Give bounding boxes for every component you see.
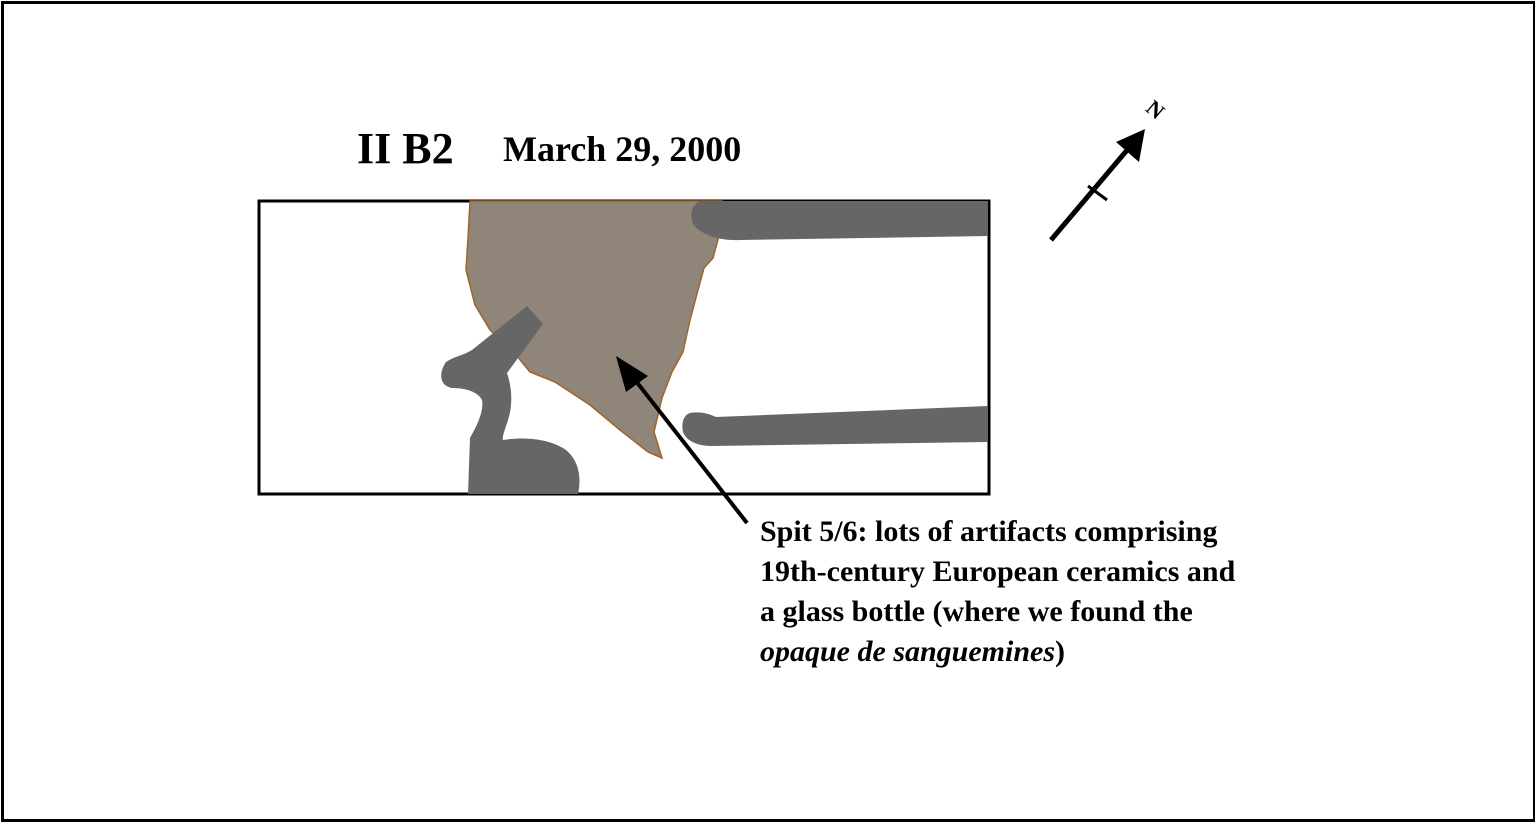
date-label: March 29, 2000	[503, 129, 741, 169]
root-upper-right	[691, 201, 988, 241]
soil-feature	[465, 200, 723, 460]
root-lower-right	[682, 406, 988, 446]
root-lower-left	[441, 306, 580, 494]
annotation-italic-term: opaque de sanguemines	[760, 635, 1056, 668]
pointer-line	[626, 369, 749, 525]
annotation-closing-paren: )	[1055, 635, 1066, 668]
spit-annotation: Spit 5/6: lots of artifacts comprising 1…	[760, 512, 1360, 672]
annotation-line-1: Spit 5/6: lots of artifacts comprising	[760, 515, 1218, 548]
pointer-arrowhead	[616, 356, 648, 392]
annotation-line-4: opaque de sanguemines)	[760, 632, 1360, 672]
annotation-line-2: 19th-century European ceramics and	[760, 555, 1236, 588]
unit-label: II B2	[357, 124, 454, 173]
north-label: N	[1141, 95, 1169, 124]
north-arrow-icon: N	[1049, 95, 1170, 242]
annotation-line-3: a glass bottle (where we found the	[760, 595, 1193, 628]
